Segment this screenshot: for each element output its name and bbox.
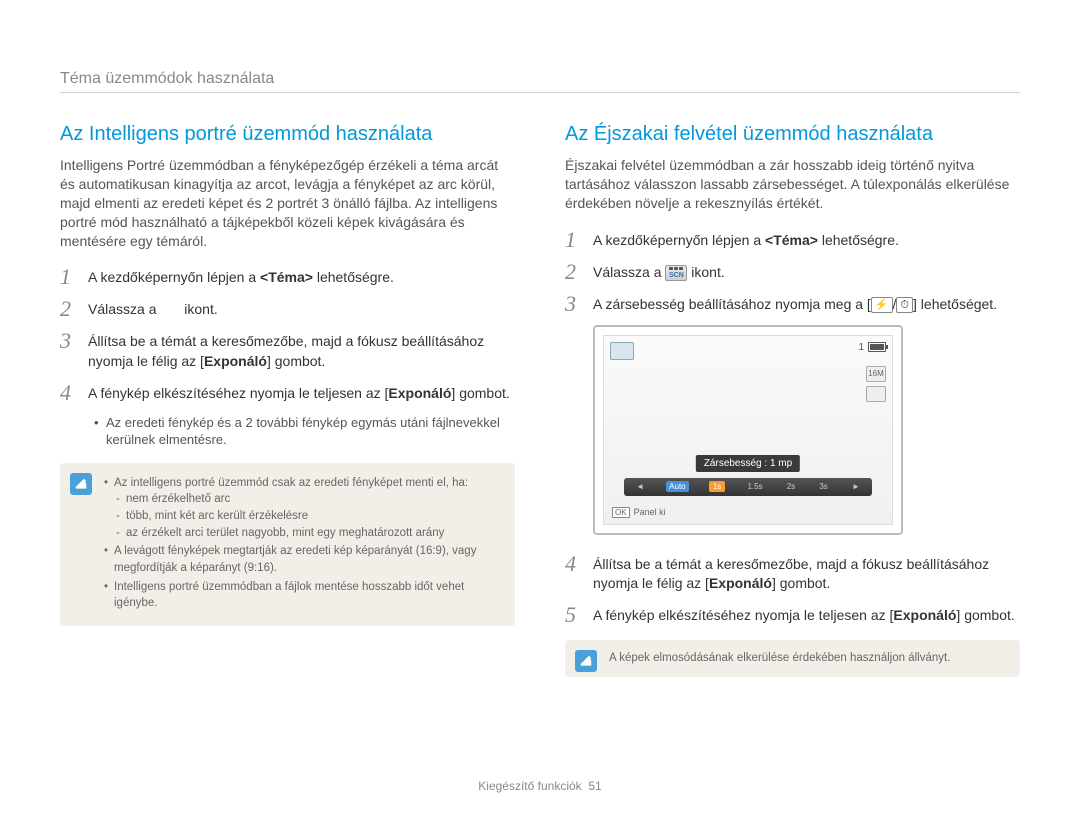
step-text-part: ] lehetőséget. <box>913 296 997 312</box>
step-text: Válassza a SCN ikont. <box>593 261 725 283</box>
lcd-inner: 1 16M Zársebesség : 1 mp ◄ Auto 1s 1.5s … <box>603 335 893 525</box>
step-number: 3 <box>565 293 583 315</box>
step-number: 4 <box>565 553 583 575</box>
left-step-1: 1 A kezdőképernyőn lépjen a <Téma> lehet… <box>60 266 515 288</box>
step-number: 2 <box>60 298 78 320</box>
step-text-bold: Exponáló <box>893 607 956 623</box>
step-text-part: ] gombot. <box>451 385 509 401</box>
step-text: Állítsa be a témát a keresőmezőbe, majd … <box>88 330 515 371</box>
note-subline: több, mint két arc került érzékelésre <box>114 508 501 525</box>
footer-page: 51 <box>588 779 601 793</box>
step-text-part: Válassza a <box>88 301 160 317</box>
shutter-2s[interactable]: 2s <box>785 482 797 491</box>
right-step-5: 5 A fénykép elkészítéséhez nyomja le tel… <box>565 604 1020 626</box>
step-text-part: A fénykép elkészítéséhez nyomja le telje… <box>88 385 388 401</box>
step-text-part: ikont. <box>184 301 217 317</box>
step-text-part: A fénykép elkészítéséhez nyomja le telje… <box>593 607 893 623</box>
note-icon <box>575 650 597 672</box>
right-column: Az Éjszakai felvétel üzemmód használata … <box>565 123 1020 677</box>
shutter-1s[interactable]: 1s <box>709 481 725 492</box>
header-title: Téma üzemmódok használata <box>60 70 1020 88</box>
note-subline: az érzékelt arci terület nagyobb, mint e… <box>114 525 501 542</box>
right-intro: Éjszakai felvétel üzemmódban a zár hossz… <box>565 156 1020 213</box>
note-line: A levágott fényképek megtartják az erede… <box>104 543 501 576</box>
scn-mode-icon: SCN <box>665 265 687 281</box>
page-footer: Kiegészítő funkciók 51 <box>0 779 1080 793</box>
flash-icon: ⚡ <box>871 297 893 313</box>
shutter-speed-bar[interactable]: ◄ Auto 1s 1.5s 2s 3s ► <box>624 478 872 496</box>
lcd-preview: 1 16M Zársebesség : 1 mp ◄ Auto 1s 1.5s … <box>593 325 903 535</box>
left-step-3: 3 Állítsa be a témát a keresőmezőbe, maj… <box>60 330 515 371</box>
shutter-1-5s[interactable]: 1.5s <box>745 482 764 491</box>
quality-icon <box>866 386 886 402</box>
right-note-box: A képek elmosódásának elkerülése érdekéb… <box>565 640 1020 677</box>
left-step-2: 2 Válassza a ikont. <box>60 298 515 320</box>
panel-off-label: Panel ki <box>634 507 666 517</box>
resolution-icon: 16M <box>866 366 886 382</box>
step-text: A kezdőképernyőn lépjen a <Téma> lehetős… <box>88 266 394 288</box>
note-line: Az intelligens portré üzemmód csak az er… <box>114 477 468 489</box>
step-number: 1 <box>565 229 583 251</box>
right-step-1: 1 A kezdőképernyőn lépjen a <Téma> lehet… <box>565 229 1020 251</box>
step-number: 1 <box>60 266 78 288</box>
left-sub-bullet: Az eredeti fénykép és a 2 további fényké… <box>94 414 515 449</box>
left-step-4: 4 A fénykép elkészítéséhez nyomja le tel… <box>60 382 515 404</box>
lcd-side-icons: 16M <box>866 366 886 402</box>
step-text: A zársebesség beállításához nyomja meg a… <box>593 293 997 315</box>
note-icon <box>70 473 92 495</box>
step-text: Állítsa be a témát a keresőmezőbe, majd … <box>593 553 1020 594</box>
lcd-mode-icon <box>610 342 634 360</box>
step-text-bold: Exponáló <box>709 575 772 591</box>
step-number: 5 <box>565 604 583 626</box>
step-text-part: Válassza a <box>593 264 665 280</box>
step-number: 2 <box>565 261 583 283</box>
note-text: A képek elmosódásának elkerülése érdekéb… <box>609 652 950 664</box>
right-step-4: 4 Állítsa be a témát a keresőmezőbe, maj… <box>565 553 1020 594</box>
footer-label: Kiegészítő funkciók <box>478 779 581 793</box>
note-line: Intelligens portré üzemmódban a fájlok m… <box>104 579 501 612</box>
step-number: 3 <box>60 330 78 352</box>
right-section-title: Az Éjszakai felvétel üzemmód használata <box>565 123 1020 146</box>
step-text-bold: Exponáló <box>204 353 267 369</box>
step-text: A kezdőképernyőn lépjen a <Téma> lehetős… <box>593 229 899 251</box>
divider <box>60 92 1020 93</box>
step-text-bold: Exponáló <box>388 385 451 401</box>
right-step-2: 2 Válassza a SCN ikont. <box>565 261 1020 283</box>
battery-icon <box>868 342 886 352</box>
left-section-title: Az Intelligens portré üzemmód használata <box>60 123 515 146</box>
lcd-counter: 1 <box>858 342 864 353</box>
shutter-auto[interactable]: Auto <box>666 481 688 492</box>
left-note-box: Az intelligens portré üzemmód csak az er… <box>60 463 515 626</box>
left-intro: Intelligens Portré üzemmódban a fényképe… <box>60 156 515 250</box>
ok-button-icon[interactable]: OK <box>612 507 630 518</box>
step-number: 4 <box>60 382 78 404</box>
note-subline: nem érzékelhető arc <box>114 491 501 508</box>
shutter-3s[interactable]: 3s <box>817 482 829 491</box>
shutter-speed-label: Zársebesség : 1 mp <box>696 455 800 472</box>
step-text: A fénykép elkészítéséhez nyomja le telje… <box>88 382 510 404</box>
step-text-part: ] gombot. <box>772 575 830 591</box>
step-text-part: ] gombot. <box>956 607 1014 623</box>
step-text: A fénykép elkészítéséhez nyomja le telje… <box>593 604 1015 626</box>
step-text-part: ] gombot. <box>267 353 325 369</box>
lcd-ok-row: OK Panel ki <box>612 507 666 518</box>
right-step-3: 3 A zársebesség beállításához nyomja meg… <box>565 293 1020 315</box>
arrow-right-icon[interactable]: ► <box>850 482 862 491</box>
timer-icon: ⏱ <box>896 297 913 313</box>
lcd-top-right: 1 <box>858 342 886 353</box>
left-column: Az Intelligens portré üzemmód használata… <box>60 123 515 677</box>
step-text: Válassza a ikont. <box>88 298 218 320</box>
step-text-part: A zársebesség beállításához nyomja meg a… <box>593 296 871 312</box>
arrow-left-icon[interactable]: ◄ <box>634 482 646 491</box>
step-text-part: ikont. <box>691 264 724 280</box>
